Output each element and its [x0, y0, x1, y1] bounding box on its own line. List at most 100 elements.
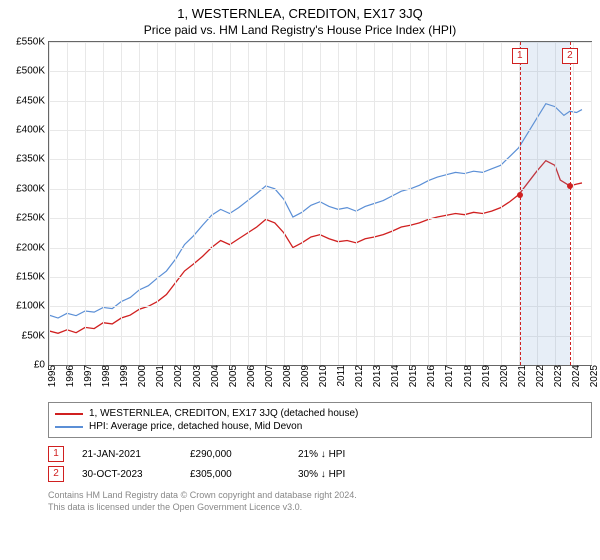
gridline-v: [338, 42, 339, 365]
xtick-label: 2009: [298, 365, 311, 387]
xtick-label: 2022: [533, 365, 546, 387]
gridline-v: [410, 42, 411, 365]
xtick-label: 2013: [370, 365, 383, 387]
xtick-label: 2020: [497, 365, 510, 387]
gridline-v: [302, 42, 303, 365]
gridline-v: [501, 42, 502, 365]
xtick-label: 2004: [208, 365, 221, 387]
ytick-label: £400K: [16, 125, 49, 136]
xtick-label: 2011: [334, 365, 347, 387]
shaded-region: [520, 42, 570, 365]
gridline-h: [49, 277, 591, 278]
chart-lines: [49, 42, 591, 365]
transaction-row: 230-OCT-2023£305,00030% ↓ HPI: [48, 464, 592, 484]
ytick-label: £450K: [16, 95, 49, 106]
xtick-label: 1995: [45, 365, 58, 387]
marker-vline: [570, 42, 571, 365]
chart-container: 1, WESTERNLEA, CREDITON, EX17 3JQ Price …: [0, 0, 600, 560]
xtick-label: 2008: [280, 365, 293, 387]
xtick-label: 2021: [515, 365, 528, 387]
gridline-h: [49, 42, 591, 43]
gridline-h: [49, 71, 591, 72]
gridline-v: [284, 42, 285, 365]
gridline-v: [465, 42, 466, 365]
legend-label: 1, WESTERNLEA, CREDITON, EX17 3JQ (detac…: [89, 408, 358, 419]
gridline-h: [49, 306, 591, 307]
gridline-h: [49, 336, 591, 337]
gridline-v: [67, 42, 68, 365]
transaction-date: 21-JAN-2021: [82, 449, 172, 460]
xtick-label: 2005: [226, 365, 239, 387]
chart-subtitle: Price paid vs. HM Land Registry's House …: [0, 21, 600, 41]
ytick-label: £350K: [16, 154, 49, 165]
gridline-v: [573, 42, 574, 365]
gridline-v: [266, 42, 267, 365]
gridline-v: [428, 42, 429, 365]
footer-line1: Contains HM Land Registry data © Crown c…: [48, 490, 592, 502]
gridline-h: [49, 130, 591, 131]
xtick-label: 1996: [63, 365, 76, 387]
gridline-v: [537, 42, 538, 365]
gridline-v: [555, 42, 556, 365]
gridline-v: [320, 42, 321, 365]
xtick-label: 2006: [244, 365, 257, 387]
ytick-label: £150K: [16, 271, 49, 282]
gridline-v: [157, 42, 158, 365]
gridline-v: [103, 42, 104, 365]
xtick-label: 2007: [262, 365, 275, 387]
gridline-v: [519, 42, 520, 365]
gridline-h: [49, 189, 591, 190]
xtick-label: 2019: [479, 365, 492, 387]
marker-vline: [520, 42, 521, 365]
chart-title: 1, WESTERNLEA, CREDITON, EX17 3JQ: [0, 0, 600, 21]
transaction-marker: 2: [48, 466, 64, 482]
xtick-label: 2023: [551, 365, 564, 387]
plot-region: £0£50K£100K£150K£200K£250K£300K£350K£400…: [48, 41, 592, 366]
gridline-v: [139, 42, 140, 365]
gridline-v: [483, 42, 484, 365]
xtick-label: 2017: [442, 365, 455, 387]
ytick-label: £50K: [22, 330, 49, 341]
gridline-h: [49, 218, 591, 219]
gridline-v: [230, 42, 231, 365]
ytick-label: £300K: [16, 183, 49, 194]
xtick-label: 1998: [99, 365, 112, 387]
ytick-label: £500K: [16, 66, 49, 77]
xtick-label: 2000: [135, 365, 148, 387]
legend-row: HPI: Average price, detached house, Mid …: [55, 420, 585, 433]
ytick-label: £200K: [16, 242, 49, 253]
xtick-label: 2016: [424, 365, 437, 387]
marker-box: 2: [562, 48, 578, 64]
gridline-v: [374, 42, 375, 365]
gridline-h: [49, 101, 591, 102]
xtick-label: 2003: [190, 365, 203, 387]
xtick-label: 2012: [352, 365, 365, 387]
legend-swatch: [55, 413, 83, 415]
transaction-table: 1 21-JAN-2021 £290,000 21% ↓ HPI 230-OCT-202…: [48, 444, 592, 484]
transaction-price: £290,000: [190, 449, 280, 460]
xtick-label: 2001: [153, 365, 166, 387]
gridline-v: [194, 42, 195, 365]
series-property: [49, 161, 582, 334]
xtick-label: 2018: [461, 365, 474, 387]
transaction-change: 30% ↓ HPI: [298, 469, 388, 480]
footer-line2: This data is licensed under the Open Gov…: [48, 502, 592, 514]
ytick-label: £550K: [16, 37, 49, 48]
legend-row: 1, WESTERNLEA, CREDITON, EX17 3JQ (detac…: [55, 407, 585, 420]
gridline-v: [85, 42, 86, 365]
gridline-v: [446, 42, 447, 365]
xtick-label: 2024: [569, 365, 582, 387]
gridline-v: [49, 42, 50, 365]
legend-label: HPI: Average price, detached house, Mid …: [89, 421, 302, 432]
transaction-change: 21% ↓ HPI: [298, 449, 388, 460]
transaction-marker: 1: [48, 446, 64, 462]
marker-box: 1: [512, 48, 528, 64]
gridline-v: [121, 42, 122, 365]
legend: 1, WESTERNLEA, CREDITON, EX17 3JQ (detac…: [48, 402, 592, 438]
transaction-row: 1 21-JAN-2021 £290,000 21% ↓ HPI: [48, 444, 592, 464]
gridline-v: [175, 42, 176, 365]
xtick-label: 2025: [587, 365, 600, 387]
xtick-label: 2002: [171, 365, 184, 387]
gridline-v: [591, 42, 592, 365]
gridline-v: [248, 42, 249, 365]
